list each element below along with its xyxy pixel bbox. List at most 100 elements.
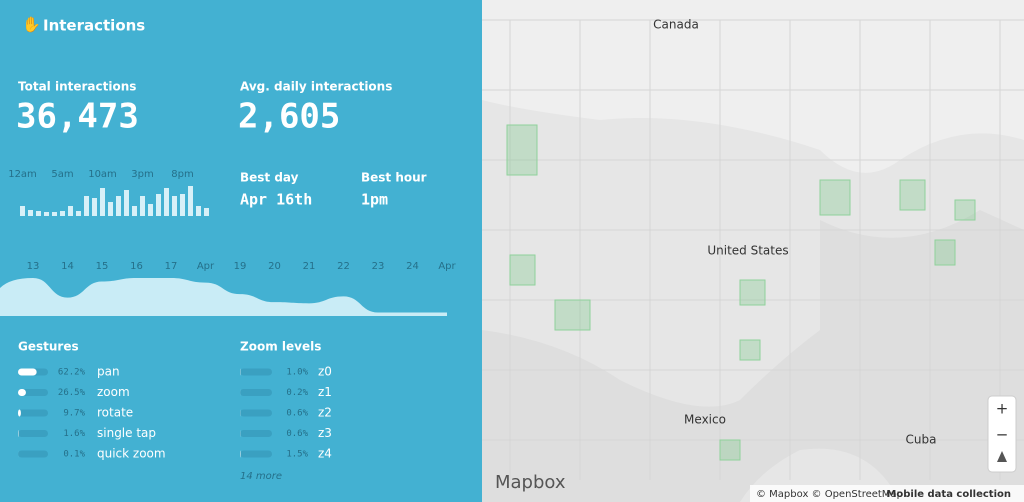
hour-bar bbox=[68, 206, 73, 216]
hour-bar bbox=[92, 198, 97, 216]
map-tile bbox=[554, 299, 591, 331]
hour-label: 5am bbox=[51, 169, 73, 180]
hour-bar bbox=[188, 186, 193, 216]
hour-bar bbox=[132, 206, 137, 216]
track bbox=[240, 409, 272, 417]
zoom-in[interactable]: + bbox=[996, 400, 1009, 418]
hour-label: 8pm bbox=[171, 169, 193, 180]
stat-value: Apr 16th bbox=[240, 191, 312, 209]
attribution-link[interactable]: Mobile data collection bbox=[886, 489, 1011, 500]
hour-bar bbox=[156, 194, 161, 216]
map[interactable] bbox=[482, 0, 1024, 502]
day-label: 24 bbox=[406, 261, 419, 272]
attribution-bar bbox=[750, 485, 1024, 502]
hour-bar bbox=[36, 211, 41, 216]
share-label: 62.2% bbox=[58, 368, 86, 378]
share-label: 1.0% bbox=[286, 368, 308, 378]
day-label: 15 bbox=[96, 261, 109, 272]
header-icon: ✋ bbox=[22, 16, 41, 34]
stat-label: Best hour bbox=[361, 171, 427, 185]
hour-label: 12am bbox=[8, 169, 37, 180]
map-tile bbox=[954, 199, 976, 221]
day-label: 20 bbox=[268, 261, 281, 272]
header-title: Interactions bbox=[43, 17, 145, 35]
attribution[interactable]: © Mapbox © OpenStreetMap bbox=[756, 489, 903, 500]
hour-bar bbox=[28, 210, 33, 216]
track bbox=[18, 409, 48, 417]
share-label: 1.6% bbox=[63, 429, 85, 439]
hour-bar bbox=[124, 190, 129, 216]
track bbox=[18, 389, 48, 396]
track bbox=[240, 389, 272, 396]
hour-bar bbox=[60, 211, 65, 216]
hour-bar bbox=[180, 194, 185, 216]
zoom-out[interactable]: − bbox=[996, 426, 1009, 444]
map-tile bbox=[719, 439, 741, 461]
section-title: Zoom levels bbox=[240, 340, 321, 354]
stat-value: 1pm bbox=[361, 191, 388, 209]
hour-bar bbox=[100, 188, 105, 216]
hour-bar bbox=[44, 212, 49, 216]
item-name: rotate bbox=[97, 406, 133, 420]
day-label: Apr bbox=[197, 261, 215, 272]
share-label: 0.1% bbox=[63, 450, 85, 460]
panel bbox=[0, 0, 482, 502]
share-bar bbox=[18, 389, 26, 396]
daily-area bbox=[0, 278, 447, 316]
stat-value: 2,605 bbox=[238, 97, 340, 137]
map-tile bbox=[739, 339, 761, 361]
track bbox=[240, 450, 272, 458]
item-name: quick zoom bbox=[97, 447, 166, 461]
map-label: Mexico bbox=[684, 413, 726, 427]
hour-label: 10am bbox=[88, 169, 117, 180]
day-label: 23 bbox=[372, 261, 385, 272]
hour-bar bbox=[84, 196, 89, 216]
share-label: 0.6% bbox=[286, 429, 308, 439]
map-tile bbox=[819, 179, 851, 216]
hour-bar bbox=[20, 206, 25, 216]
stat-label: Avg. daily interactions bbox=[240, 80, 392, 94]
item-name: z3 bbox=[318, 426, 332, 440]
map-tile bbox=[934, 239, 956, 266]
compass[interactable] bbox=[997, 451, 1007, 462]
day-label: 14 bbox=[61, 261, 74, 272]
track bbox=[240, 368, 272, 376]
share-label: 0.2% bbox=[286, 388, 308, 398]
track bbox=[18, 430, 48, 437]
share-label: 26.5% bbox=[58, 388, 86, 398]
map-label: Canada bbox=[653, 18, 699, 32]
item-name: pan bbox=[97, 365, 120, 379]
hour-bar bbox=[172, 196, 177, 216]
land bbox=[482, 0, 1024, 173]
share-label: 0.6% bbox=[286, 409, 308, 419]
share-label: 9.7% bbox=[63, 409, 85, 419]
stat-value: 36,473 bbox=[16, 97, 139, 137]
hour-bar bbox=[108, 202, 113, 216]
item-name: z1 bbox=[318, 385, 332, 399]
day-label: Apr bbox=[438, 261, 456, 272]
stat-label: Best day bbox=[240, 171, 299, 185]
share-bar bbox=[18, 409, 21, 417]
track bbox=[18, 450, 48, 458]
track bbox=[240, 430, 272, 437]
item-name: z4 bbox=[318, 447, 332, 461]
day-label: 22 bbox=[337, 261, 350, 272]
hour-bar bbox=[148, 204, 153, 216]
hour-label: 3pm bbox=[131, 169, 153, 180]
map-tile bbox=[899, 179, 926, 211]
hour-bar bbox=[52, 212, 57, 216]
hour-bar bbox=[116, 196, 121, 216]
map-label: United States bbox=[707, 244, 788, 258]
section-title: Gestures bbox=[18, 340, 79, 354]
hour-bar bbox=[204, 208, 209, 216]
map-tile bbox=[509, 254, 536, 286]
hour-bar bbox=[196, 206, 201, 216]
more-link[interactable]: 14 more bbox=[240, 471, 282, 482]
map-label: Cuba bbox=[906, 433, 937, 447]
hour-bar bbox=[164, 188, 169, 216]
map-tile bbox=[739, 279, 766, 306]
day-label: 17 bbox=[165, 261, 178, 272]
item-name: zoom bbox=[97, 385, 130, 399]
